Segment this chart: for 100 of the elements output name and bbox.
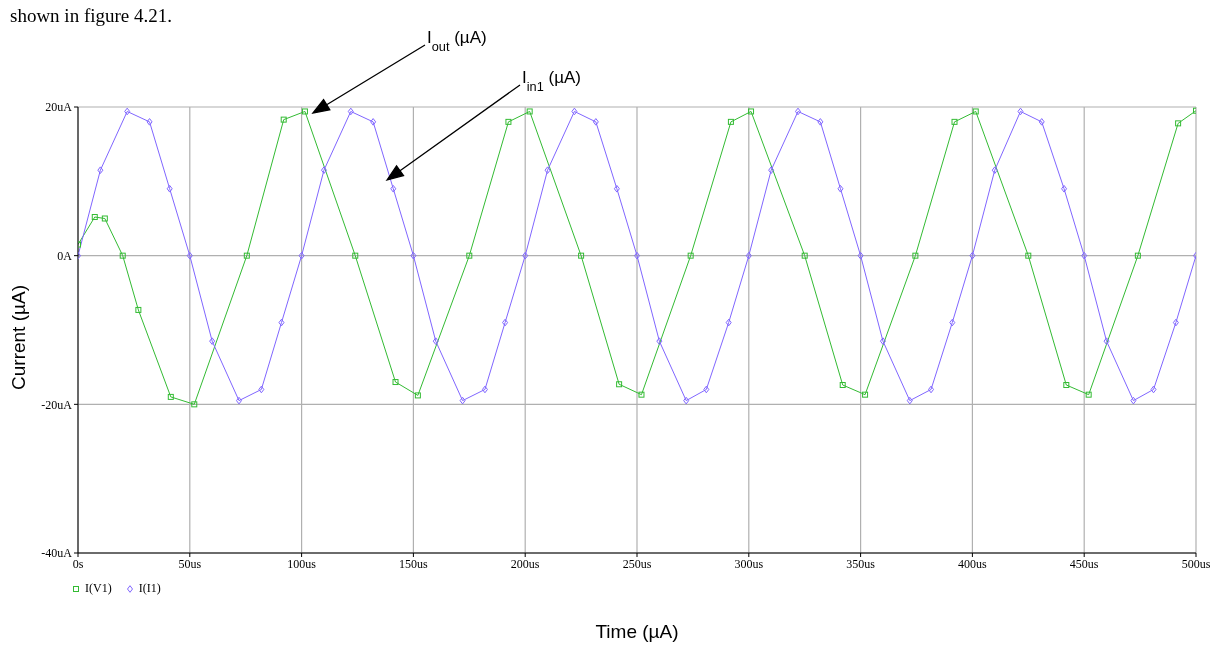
y-axis-title: Current (µA)	[7, 285, 29, 390]
point	[414, 392, 421, 399]
y-tick-label: -40uA	[41, 546, 73, 561]
point	[879, 337, 886, 345]
point	[571, 107, 578, 116]
x-tick-label: 400us	[958, 556, 988, 571]
point	[592, 118, 599, 126]
point	[972, 108, 979, 115]
point	[703, 385, 710, 394]
point	[1085, 391, 1092, 398]
point	[1130, 396, 1137, 405]
point	[727, 118, 734, 125]
y-tick-label: 0A	[57, 248, 73, 263]
point	[928, 385, 935, 394]
point	[301, 108, 308, 115]
x-tick-label: 200us	[510, 556, 540, 571]
point	[794, 107, 801, 116]
point	[124, 107, 131, 116]
text: I$_{out}$ (µA)	[427, 28, 487, 54]
point	[1134, 252, 1141, 259]
point	[320, 166, 327, 174]
x-tick-label: 150us	[399, 556, 429, 571]
point	[502, 318, 509, 327]
x-axis-title: Time (µA)	[595, 621, 679, 642]
point	[146, 118, 153, 126]
point	[1063, 382, 1070, 389]
point	[1172, 318, 1179, 327]
point	[912, 252, 919, 259]
point	[1038, 118, 1045, 126]
point	[298, 251, 305, 260]
point	[186, 251, 193, 260]
point	[578, 252, 585, 259]
point	[837, 184, 844, 193]
point	[638, 391, 645, 398]
x-tick-label: 100us	[287, 556, 317, 571]
x-tick-label: 350us	[846, 556, 876, 571]
point	[258, 385, 265, 394]
point	[951, 118, 958, 125]
point	[1081, 251, 1088, 260]
point	[683, 396, 690, 405]
point	[768, 166, 775, 174]
point	[745, 251, 752, 260]
point	[119, 252, 126, 259]
text: I$_{in1}$ (µA)	[522, 68, 581, 94]
point	[687, 252, 694, 259]
point	[862, 391, 869, 398]
point	[347, 107, 354, 116]
point	[97, 166, 104, 174]
point	[1150, 385, 1157, 394]
x-tick-label: 250us	[622, 556, 652, 571]
point	[839, 382, 846, 389]
point	[1061, 184, 1068, 193]
point	[857, 251, 864, 260]
point	[280, 116, 287, 123]
x-tick-label: 500us	[1181, 556, 1211, 571]
y-tick-label: -20uA	[41, 397, 73, 412]
x-tick-label: 450us	[1069, 556, 1099, 571]
point	[1017, 107, 1024, 116]
legend-label: I(I1)	[138, 581, 161, 596]
point	[1025, 252, 1032, 259]
point	[656, 337, 663, 345]
y-tick-label: 20uA	[45, 100, 73, 115]
point	[505, 118, 512, 125]
point	[616, 381, 623, 388]
x-tick-label: 50us	[178, 556, 202, 571]
point	[191, 401, 198, 408]
point	[801, 252, 808, 259]
point	[613, 184, 620, 193]
point	[544, 166, 551, 174]
point	[209, 337, 216, 345]
point	[459, 396, 466, 405]
point	[135, 306, 142, 313]
point	[392, 379, 399, 386]
point	[969, 251, 976, 260]
point	[526, 108, 533, 115]
point	[278, 318, 285, 327]
point	[481, 385, 488, 394]
point	[91, 214, 98, 221]
point	[817, 118, 824, 126]
point	[748, 108, 755, 115]
point	[725, 318, 732, 327]
point	[522, 251, 529, 260]
point	[167, 393, 174, 400]
text: shown in figure 4.21.	[10, 5, 173, 26]
point	[432, 337, 439, 345]
point	[235, 396, 242, 405]
point	[410, 251, 417, 260]
point	[390, 184, 397, 193]
point	[1175, 120, 1182, 127]
point	[1103, 337, 1110, 345]
point	[906, 396, 913, 405]
x-tick-label: 0s	[72, 556, 84, 571]
point	[166, 184, 173, 193]
legend-label: I(V1)	[85, 581, 112, 596]
point	[466, 252, 473, 259]
point	[101, 215, 108, 222]
point	[991, 166, 998, 174]
x-tick-label: 300us	[734, 556, 764, 571]
point	[949, 318, 956, 327]
point	[352, 252, 359, 259]
